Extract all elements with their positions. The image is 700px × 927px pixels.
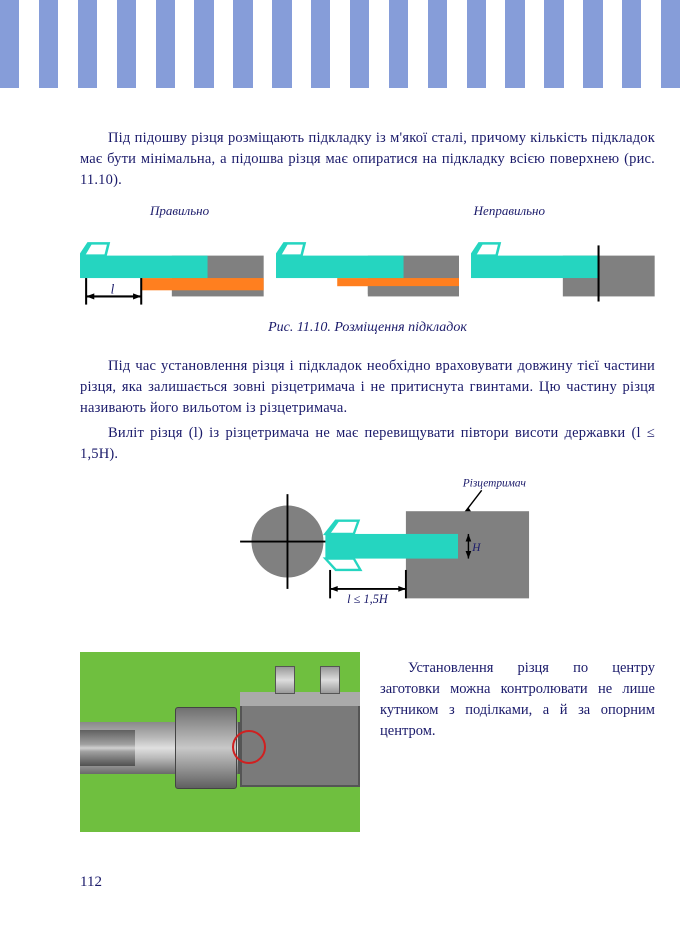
- paragraph-3: Виліт різця (l) із різцетримача не має п…: [80, 423, 655, 465]
- svg-text:l ≤ 1,5H: l ≤ 1,5H: [347, 592, 389, 606]
- paragraph-1: Під підошву різця розміщають підкладку і…: [80, 128, 655, 191]
- paragraph-4: Установлення різця по центру заготовки м…: [380, 652, 655, 742]
- lathe-photo: [80, 652, 360, 832]
- fig-correct: l: [80, 225, 264, 312]
- page-content: Під підошву різця розміщають підкладку і…: [0, 88, 700, 832]
- dim-l: l: [111, 281, 115, 296]
- fig-incorrect-1: [276, 225, 460, 312]
- page-number: 112: [80, 874, 102, 891]
- header-stripes: [0, 0, 700, 88]
- fig-incorrect-2: [471, 225, 655, 312]
- figure-labels-row: Правильно Неправильно: [80, 195, 655, 225]
- figure-cutter-overhang: Різцетримач H l ≤ 1,5H: [80, 475, 655, 632]
- label-incorrect: Неправильно: [474, 203, 545, 219]
- photo-and-text-row: Установлення різця по центру заготовки м…: [80, 652, 655, 832]
- svg-text:H: H: [471, 542, 481, 554]
- figure-11-10-row: l: [80, 225, 655, 312]
- figure-11-10-caption: Рис. 11.10. Розміщення підкладок: [80, 320, 655, 336]
- highlight-circle-icon: [232, 730, 266, 764]
- fig2-holder-label: Різцетримач: [461, 477, 526, 489]
- paragraph-2: Під час установлення різця і підкладок н…: [80, 356, 655, 419]
- label-correct: Правильно: [150, 203, 209, 219]
